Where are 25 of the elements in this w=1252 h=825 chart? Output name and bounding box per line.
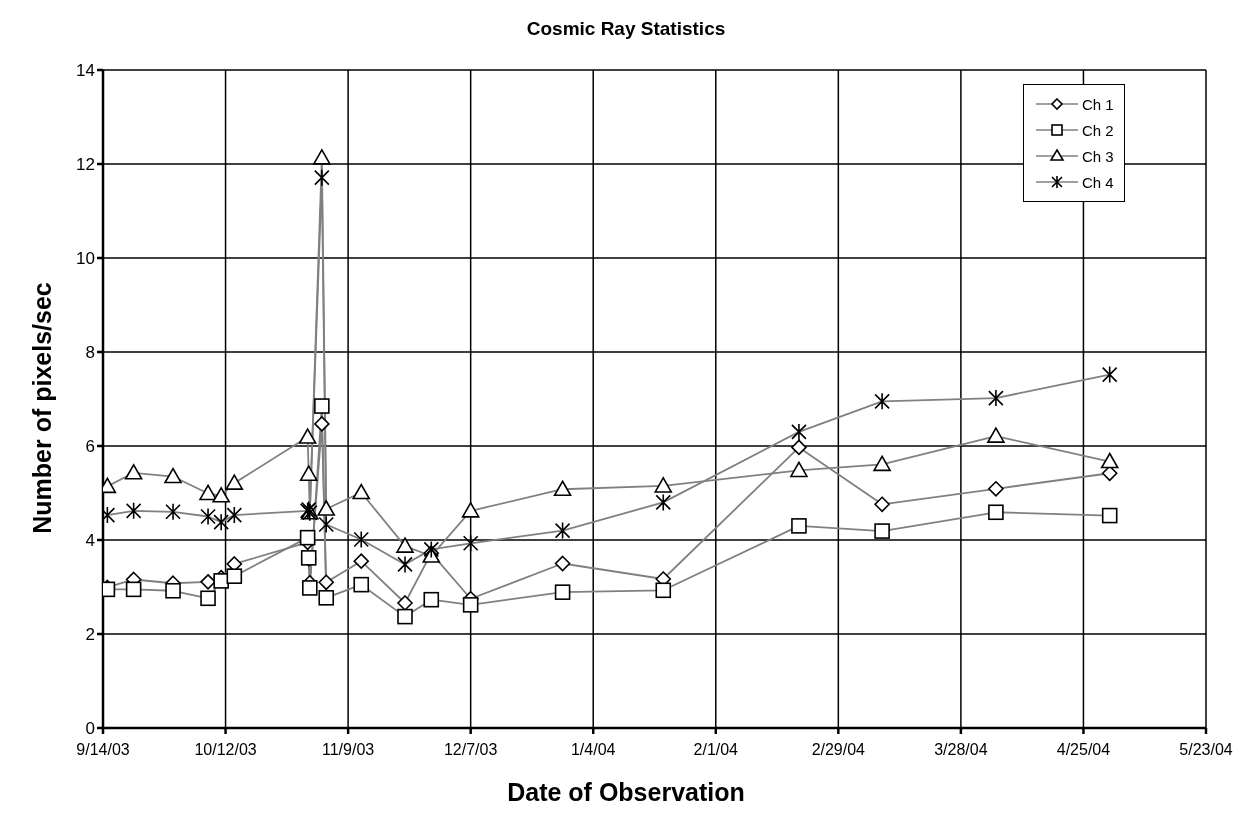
x-tick-label: 12/7/03 xyxy=(443,741,498,759)
y-tick-label: 0 xyxy=(85,719,95,739)
x-tick-label: 5/23/04 xyxy=(1179,741,1233,759)
x-tick-label: 1/4/04 xyxy=(570,741,616,759)
x-tick-label: 2/1/04 xyxy=(693,741,739,759)
chart-title: Cosmic Ray Statistics xyxy=(525,18,727,40)
legend-label: Ch 3 xyxy=(1082,147,1114,165)
x-tick-label: 2/29/04 xyxy=(811,741,866,759)
x-tick-label: 11/9/03 xyxy=(322,741,375,759)
x-tick-label: 3/28/04 xyxy=(934,741,988,759)
y-tick-label: 6 xyxy=(85,437,95,457)
x-tick-label: 4/25/04 xyxy=(1056,741,1111,759)
y-tick-label: 12 xyxy=(76,155,95,175)
y-axis-title: Number of pixels/sec xyxy=(27,282,57,534)
y-tick-label: 8 xyxy=(85,343,95,363)
y-tick-label: 2 xyxy=(85,625,95,645)
legend-label: Ch 2 xyxy=(1082,121,1114,139)
legend-label: Ch 4 xyxy=(1082,173,1114,191)
x-axis-title: Date of Observation xyxy=(506,778,746,807)
x-tick-label: 10/12/03 xyxy=(194,741,257,759)
y-tick-label: 14 xyxy=(76,61,95,81)
y-tick-label: 4 xyxy=(85,531,95,551)
y-tick-label: 10 xyxy=(76,249,95,269)
x-tick-label: 9/14/03 xyxy=(76,741,130,759)
legend-label: Ch 1 xyxy=(1082,95,1114,113)
